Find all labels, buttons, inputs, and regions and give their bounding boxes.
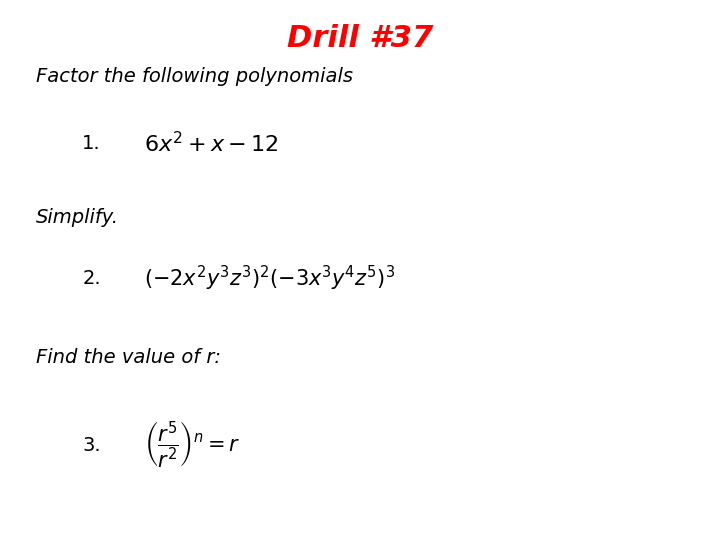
Text: 2.: 2. [82, 268, 101, 288]
Text: Find the value of r:: Find the value of r: [36, 348, 221, 367]
Text: $6x^{2}+x-12$: $6x^{2}+x-12$ [144, 131, 279, 156]
Text: 1.: 1. [82, 133, 101, 153]
Text: $(-2x^{2}y^{3}z^{3})^{2}(-3x^{3}y^{4}z^{5})^{3}$: $(-2x^{2}y^{3}z^{3})^{2}(-3x^{3}y^{4}z^{… [144, 264, 395, 293]
Text: 3.: 3. [82, 436, 101, 455]
Text: $\left(\dfrac{r^{5}}{r^{2}}\right)^{n}=r$: $\left(\dfrac{r^{5}}{r^{2}}\right)^{n}=r… [144, 420, 240, 471]
Text: Factor the following polynomials: Factor the following polynomials [36, 68, 353, 86]
Text: Simplify.: Simplify. [36, 208, 119, 227]
Text: Drill #37: Drill #37 [287, 24, 433, 53]
